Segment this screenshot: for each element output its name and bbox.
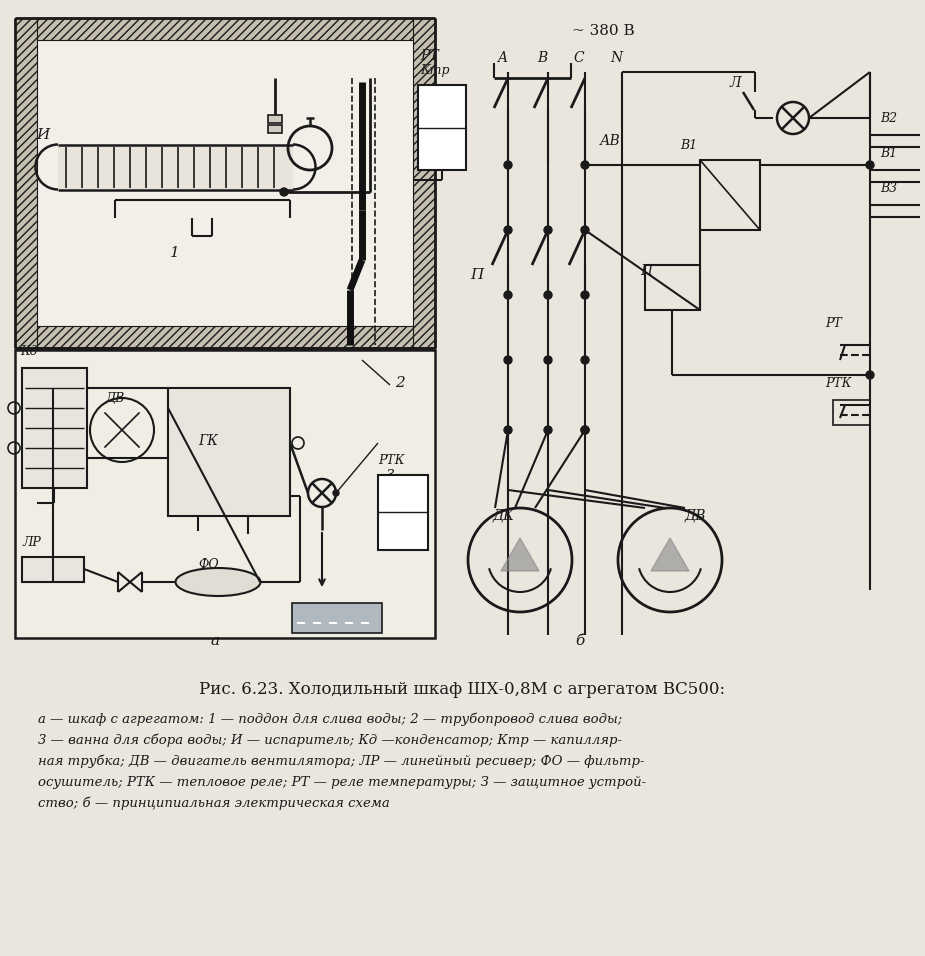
Text: ГК: ГК: [198, 434, 218, 448]
Bar: [58, 145, 293, 190]
Text: 3 — ванна для сбора воды; И — испаритель; Кд —конденсатор; Ктр — капилляр-: 3 — ванна для сбора воды; И — испаритель…: [38, 733, 622, 747]
Text: C: C: [574, 51, 585, 65]
Bar: [15, 18, 435, 40]
Text: И: И: [36, 128, 49, 142]
Text: В3: В3: [880, 182, 897, 195]
Text: В1: В1: [680, 139, 697, 152]
Text: 1: 1: [386, 494, 395, 508]
Bar: [15, 326, 435, 348]
Bar: [833, 400, 870, 425]
Text: Рис. 6.23. Холодильный шкаф ШХ-0,8М с агрегатом ВС500:: Рис. 6.23. Холодильный шкаф ШХ-0,8М с аг…: [199, 681, 725, 698]
Text: а — шкаф с агрегатом: 1 — поддон для слива воды; 2 — трубопровод слива воды;: а — шкаф с агрегатом: 1 — поддон для сли…: [38, 712, 623, 726]
Bar: [413, 18, 435, 348]
Bar: [645, 265, 700, 310]
Polygon shape: [651, 538, 689, 571]
Text: ФО: ФО: [198, 558, 218, 571]
Bar: [268, 125, 282, 133]
Circle shape: [544, 226, 552, 234]
Text: ~ 380 В: ~ 380 В: [572, 24, 635, 38]
Circle shape: [866, 161, 874, 169]
Text: Ктр: Ктр: [420, 64, 450, 77]
Circle shape: [544, 426, 552, 434]
Text: б: б: [575, 634, 585, 648]
Text: ство; б — принципиальная электрическая схема: ство; б — принципиальная электрическая с…: [38, 796, 389, 810]
Text: осушитель; РТК — тепловое реле; РТ — реле температуры; З — защитное устрой-: осушитель; РТК — тепловое реле; РТ — рел…: [38, 776, 647, 789]
Circle shape: [581, 426, 589, 434]
Text: 2: 2: [395, 376, 405, 390]
Bar: [22, 368, 87, 488]
Circle shape: [544, 356, 552, 364]
Text: АВ: АВ: [600, 134, 621, 148]
Bar: [37, 40, 413, 326]
Text: Кд: Кд: [20, 345, 38, 358]
Text: A: A: [497, 51, 507, 65]
Bar: [700, 160, 760, 230]
Text: В2: В2: [880, 112, 897, 125]
Text: П: П: [470, 268, 483, 282]
Text: Л: Л: [730, 76, 742, 90]
Circle shape: [504, 226, 512, 234]
Circle shape: [581, 356, 589, 364]
Text: ДВ: ДВ: [105, 392, 124, 405]
Circle shape: [581, 426, 589, 434]
Text: 3: 3: [386, 469, 395, 483]
Text: ПЗ: ПЗ: [423, 134, 441, 147]
Text: а: а: [211, 634, 219, 648]
Text: П: П: [640, 264, 652, 278]
Text: ЛР: ЛР: [22, 536, 41, 549]
Circle shape: [581, 161, 589, 169]
Text: t: t: [426, 109, 432, 123]
Text: B: B: [536, 51, 547, 65]
Circle shape: [866, 371, 874, 379]
Text: В1: В1: [880, 147, 897, 160]
Ellipse shape: [176, 568, 261, 596]
Polygon shape: [501, 538, 539, 571]
Circle shape: [333, 490, 339, 496]
Text: ДК: ДК: [492, 508, 514, 522]
Bar: [418, 85, 466, 170]
Circle shape: [504, 161, 512, 169]
Text: РТК: РТК: [825, 377, 851, 390]
Text: ДВ: ДВ: [685, 508, 707, 522]
Bar: [15, 350, 435, 638]
Circle shape: [504, 291, 512, 299]
Bar: [378, 475, 428, 550]
Text: РТ: РТ: [825, 317, 842, 330]
Text: РТ: РТ: [420, 49, 438, 63]
Circle shape: [581, 226, 589, 234]
Circle shape: [504, 356, 512, 364]
Circle shape: [280, 188, 288, 196]
Text: N: N: [610, 51, 622, 65]
Bar: [268, 115, 282, 123]
Bar: [15, 18, 37, 348]
Text: ная трубка; ДВ — двигатель вентилятора; ЛР — линейный ресивер; ФО — фильтр-: ная трубка; ДВ — двигатель вентилятора; …: [38, 754, 645, 768]
Bar: [292, 603, 382, 633]
Circle shape: [504, 426, 512, 434]
Bar: [168, 388, 290, 516]
Bar: [22, 557, 84, 582]
Circle shape: [544, 291, 552, 299]
Text: 1: 1: [170, 246, 179, 260]
Circle shape: [581, 291, 589, 299]
Text: РТК: РТК: [378, 454, 404, 467]
